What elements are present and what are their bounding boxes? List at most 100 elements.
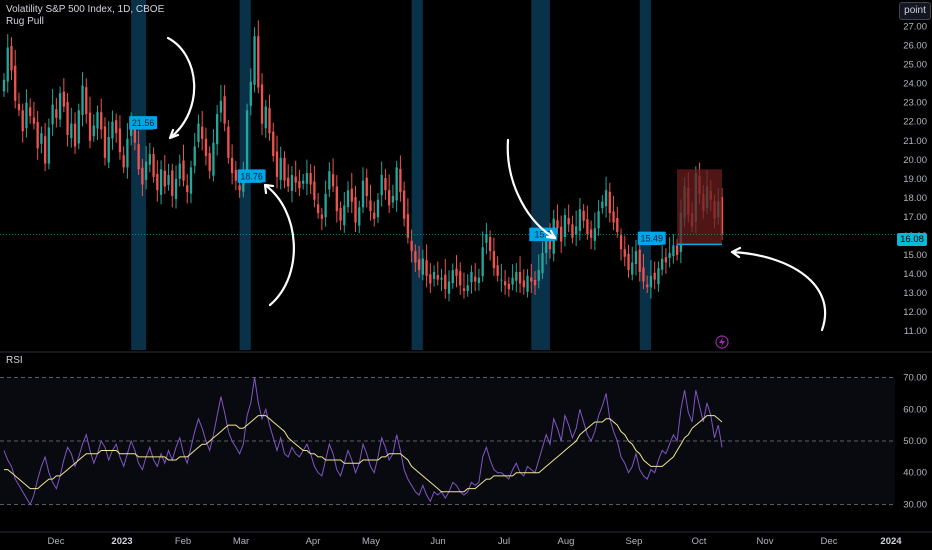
candle-body <box>361 180 365 208</box>
rsi-axis: 30.00 40.00 50.00 60.00 70.00 <box>903 373 927 511</box>
candle-body <box>335 186 338 212</box>
candle-body <box>230 157 234 174</box>
time-tick-label: 2023 <box>111 536 132 547</box>
candle-body <box>103 126 107 158</box>
candle-body <box>421 258 424 275</box>
candle-body <box>384 178 387 191</box>
candle-body <box>391 195 395 203</box>
candle-body <box>178 163 181 179</box>
candle-body <box>530 277 533 282</box>
candle-body <box>425 260 428 276</box>
rsi-tick-label: 50.00 <box>903 436 927 447</box>
highlight-band <box>531 0 550 350</box>
candle-body <box>43 136 47 164</box>
candle-body <box>223 96 226 124</box>
candle-body <box>320 214 324 219</box>
time-tick-label: Dec <box>48 536 65 547</box>
candle-body <box>245 110 249 172</box>
candle-body <box>638 249 641 273</box>
rsi-line <box>3 377 723 506</box>
candle-body <box>253 36 256 85</box>
candle-body <box>661 258 664 270</box>
candle-body <box>331 174 335 187</box>
candle-body <box>96 112 99 129</box>
candle-body <box>380 175 383 196</box>
candle-body <box>141 167 144 185</box>
candle-body <box>597 211 600 229</box>
price-tick-label: 14.00 <box>903 269 927 280</box>
candle-body <box>440 277 443 280</box>
candle-body <box>668 252 671 258</box>
candle-body <box>608 191 611 214</box>
candle-body <box>272 131 275 156</box>
candle-body <box>189 167 193 194</box>
highlight-bands <box>131 0 651 350</box>
candle-body <box>631 262 634 275</box>
candle-body <box>290 175 294 191</box>
candle-body <box>481 247 484 277</box>
candle-body <box>2 79 6 92</box>
callout-label: 18.76 <box>240 171 263 181</box>
rsi-title: RSI <box>6 355 23 366</box>
time-tick-label: 2024 <box>880 536 902 547</box>
candle-body <box>623 249 626 257</box>
candle-body <box>309 173 312 185</box>
candle-body <box>287 177 290 187</box>
candle-body <box>477 277 481 284</box>
candle-body <box>616 217 619 233</box>
price-tick-label: 25.00 <box>903 60 927 71</box>
candle-body <box>10 46 13 71</box>
candle-body <box>81 85 84 115</box>
lightning-icon[interactable] <box>715 335 729 349</box>
candle-body <box>111 121 114 139</box>
candle-body <box>129 123 133 136</box>
time-tick-label: Jun <box>430 536 445 547</box>
last-price-label: 16.08 <box>897 233 927 246</box>
candle-body <box>302 180 305 184</box>
candle-body <box>369 200 372 212</box>
candle-body <box>649 275 653 288</box>
candle-body <box>365 177 368 196</box>
candle-body <box>40 133 43 144</box>
price-tick-label: 23.00 <box>903 98 927 109</box>
scale-button[interactable]: point <box>899 2 931 20</box>
candle-body <box>556 220 559 229</box>
callout-box <box>237 169 266 183</box>
candle-body <box>462 288 466 292</box>
candle-body <box>313 181 316 200</box>
candle-body <box>604 190 608 207</box>
candle-body <box>174 178 178 199</box>
candle-body <box>156 173 159 191</box>
candle-body <box>657 268 660 285</box>
candle-body <box>429 274 432 284</box>
candle-body <box>582 210 585 221</box>
candle-body <box>447 281 451 294</box>
candle-body <box>503 281 507 286</box>
candle-body <box>268 108 271 134</box>
time-tick-label: Jul <box>498 536 510 547</box>
candle-body <box>376 199 380 218</box>
candle-body <box>73 123 77 147</box>
candlestick-series <box>2 20 724 302</box>
rsi-tick-label: 30.00 <box>903 499 927 510</box>
rsi-tick-label: 40.00 <box>903 468 927 479</box>
time-tick-label: May <box>362 536 380 547</box>
candle-body <box>193 146 196 166</box>
candle-body <box>163 170 166 187</box>
candle-body <box>219 100 223 113</box>
candle-body <box>148 154 152 165</box>
candle-body <box>664 257 668 263</box>
candle-body <box>21 110 24 132</box>
candle-body <box>298 181 301 189</box>
rsi-tick-label: 60.00 <box>903 404 927 415</box>
candle-body <box>496 265 499 276</box>
candle-body <box>77 110 80 144</box>
candle-body <box>70 123 73 139</box>
candle-body <box>249 81 252 106</box>
candle-body <box>186 185 189 193</box>
candle-body <box>451 270 454 284</box>
time-tick-label: Mar <box>233 536 249 547</box>
indicator-label: Rug Pull <box>6 16 44 27</box>
candle-body <box>466 285 469 292</box>
